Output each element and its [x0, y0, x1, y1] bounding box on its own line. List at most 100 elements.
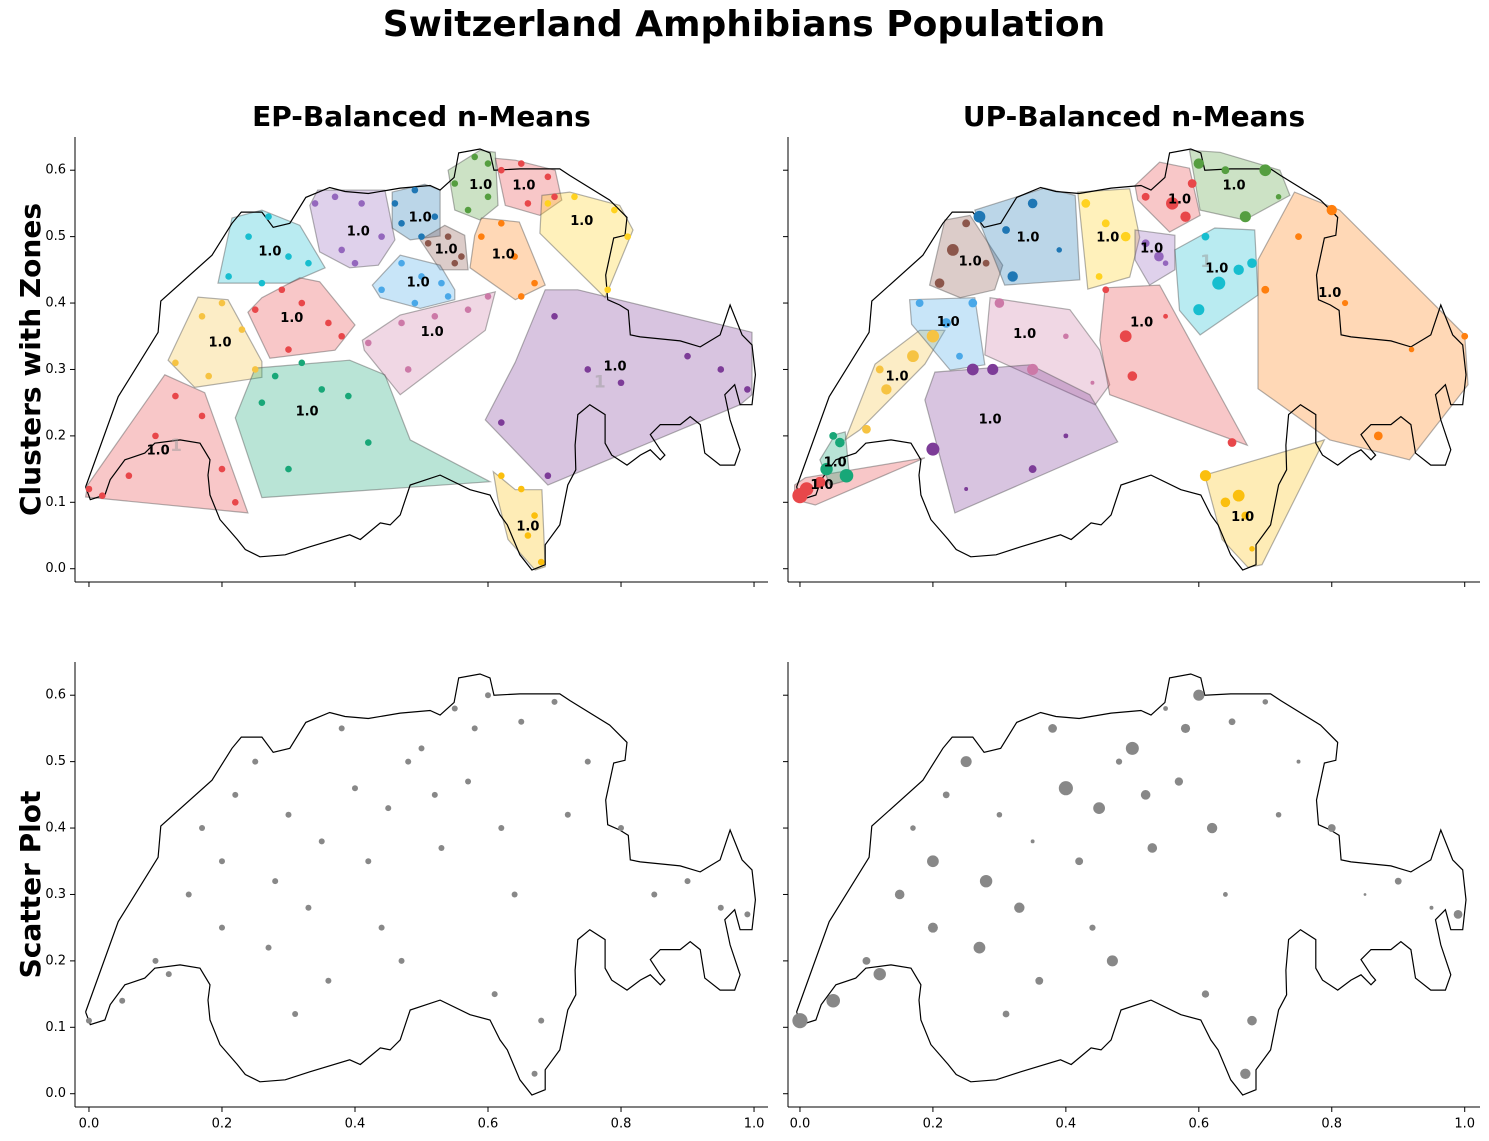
point — [1227, 438, 1237, 447]
point — [484, 293, 492, 300]
cluster-label: 1.0 — [147, 444, 170, 459]
point — [358, 200, 365, 207]
point — [584, 366, 592, 373]
subplot-title: UP-Balanced n-Means — [963, 100, 1305, 133]
subplot: 0.0 0.2 0.4 0.6 0.8 1.0 — [783, 662, 1480, 1132]
point — [418, 273, 425, 280]
point — [258, 279, 266, 287]
point — [285, 253, 292, 260]
point — [1090, 380, 1095, 385]
point — [964, 487, 969, 491]
point — [531, 1070, 538, 1077]
point — [311, 200, 319, 207]
point — [365, 858, 372, 865]
point — [839, 468, 854, 483]
point — [524, 532, 532, 539]
point — [98, 492, 106, 499]
y-tick-label: 0.1 — [45, 1020, 66, 1035]
point — [465, 778, 472, 785]
cluster-label: 1.0 — [516, 519, 539, 534]
point — [744, 386, 751, 393]
point — [538, 1017, 545, 1024]
country-outline — [796, 148, 1467, 571]
point — [398, 259, 405, 267]
point — [531, 512, 538, 519]
point — [125, 472, 133, 480]
point — [564, 811, 571, 818]
point — [451, 705, 458, 712]
cluster-label: 1.0 — [1205, 262, 1228, 277]
cluster-hull — [361, 290, 497, 396]
point — [431, 313, 439, 320]
country-outline — [85, 673, 757, 1096]
point — [338, 725, 345, 732]
cluster-label: 1.0 — [1013, 327, 1036, 342]
point — [1089, 924, 1096, 931]
point — [298, 359, 306, 367]
point — [1002, 1010, 1010, 1018]
point — [172, 392, 179, 400]
point — [305, 259, 312, 267]
point — [1341, 299, 1349, 307]
point — [1030, 839, 1035, 844]
point — [498, 419, 505, 426]
subplot: 0.0 0.2 0.4 0.6 0.8 1.0 0.0 0.1 0.2 0.3 0.4 0.5 0.6 S… — [14, 662, 768, 1132]
point — [1127, 371, 1138, 381]
point — [391, 200, 399, 207]
point — [1174, 777, 1184, 786]
point — [1002, 226, 1010, 234]
point — [1125, 741, 1139, 755]
point — [537, 558, 545, 566]
point — [484, 160, 492, 167]
point — [973, 210, 986, 223]
point — [1048, 724, 1057, 733]
y-tick-label: 0.2 — [45, 428, 66, 443]
point — [684, 878, 691, 885]
point — [1228, 718, 1236, 726]
point — [544, 472, 552, 480]
row-label: Scatter Plot — [14, 791, 47, 979]
point — [1081, 199, 1091, 208]
point — [1027, 198, 1038, 209]
point — [318, 838, 325, 845]
cluster-hull — [539, 191, 634, 299]
point — [979, 874, 993, 888]
point — [511, 891, 518, 898]
point — [518, 718, 525, 725]
cluster-label: 1.0 — [1223, 179, 1246, 194]
subplot: 0.0 0.1 0.2 0.3 0.4 0.5 0.6 EP-Balanced n-Means… — [14, 100, 768, 587]
cluster-hull — [234, 359, 493, 499]
x-tick-label: 0.4 — [345, 1117, 366, 1132]
point — [1221, 166, 1230, 175]
point — [1247, 1015, 1257, 1026]
point — [271, 372, 279, 380]
ghost-label: 1 — [1200, 252, 1212, 272]
point — [278, 286, 286, 294]
point — [744, 911, 751, 918]
cluster-label: 1.0 — [409, 211, 432, 226]
subplot: UP-Balanced n-Means11.01.01.01.01.01.01.… — [783, 100, 1480, 587]
point — [251, 366, 259, 373]
point — [1249, 546, 1255, 552]
point — [517, 293, 525, 300]
point — [862, 956, 871, 965]
point — [378, 286, 385, 294]
point — [265, 213, 272, 221]
point — [1193, 689, 1205, 701]
point — [478, 233, 485, 240]
point — [1147, 843, 1158, 853]
point — [245, 233, 252, 240]
point — [1239, 211, 1251, 223]
cluster-label: 1.0 — [886, 369, 909, 384]
cluster-label: 1.0 — [1318, 286, 1341, 301]
cluster-hull — [1257, 191, 1469, 461]
point — [1007, 271, 1018, 282]
x-tick-label: 0.0 — [79, 1117, 100, 1132]
ghost-label: 1 — [170, 436, 182, 456]
point — [498, 825, 505, 832]
point — [285, 346, 292, 353]
point — [544, 173, 552, 181]
point — [1154, 251, 1164, 262]
point — [331, 193, 339, 201]
x-tick-label: 1.0 — [1454, 1117, 1475, 1132]
